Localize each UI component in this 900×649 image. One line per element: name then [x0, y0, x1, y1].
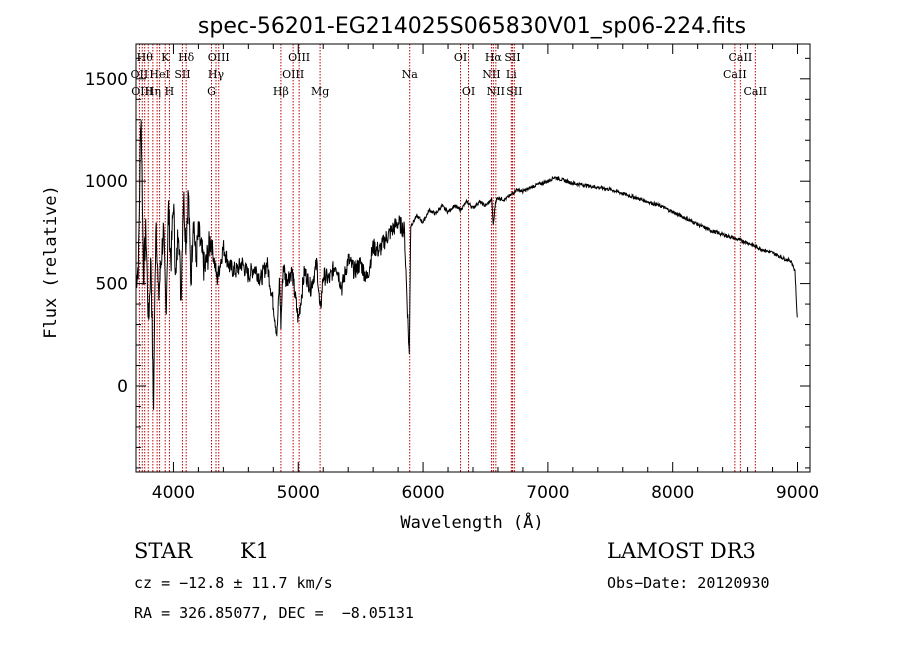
- x-tick-label: 6000: [401, 483, 444, 503]
- x-tick-label: 7000: [526, 483, 569, 503]
- line-label: SII: [506, 85, 522, 98]
- redshift-cz: cz = −12.8 ± 11.7 km/s: [134, 574, 333, 592]
- object-subclass: K1: [240, 539, 270, 563]
- line-label: CaII: [743, 85, 767, 98]
- line-label: OI: [454, 51, 467, 64]
- axis-ticks: 4000 5000 6000 7000 8000 9000 0 500 1000 1500: [85, 44, 819, 503]
- line-label: SII: [174, 68, 190, 81]
- line-label: Hη: [145, 85, 161, 98]
- line-label: OIII: [282, 68, 304, 81]
- line-label: OIII: [131, 85, 153, 98]
- spectrum-series: [135, 120, 798, 410]
- line-label: HeI: [149, 68, 169, 81]
- line-label: H: [165, 85, 175, 98]
- line-label: OI: [462, 85, 475, 98]
- y-tick-label: 1500: [85, 70, 128, 90]
- chart-title: spec-56201-EG214025S065830V01_sp06-224.f…: [198, 14, 746, 39]
- x-tick-label: 8000: [651, 483, 694, 503]
- line-label: NII: [487, 85, 505, 98]
- y-tick-label: 0: [117, 377, 128, 397]
- line-label: OIII: [288, 51, 310, 64]
- observation-date: Obs−Date: 20120930: [607, 574, 770, 592]
- spectral-line-labels: OII OIII Hθ Hη HeI K H SII Hδ G Hγ OIII Hβ OIII OIII Mg…: [131, 51, 768, 98]
- line-label: CaII: [729, 51, 753, 64]
- line-label: OIII: [208, 51, 230, 64]
- line-label: Mg: [311, 85, 329, 98]
- spectral-line-markers: [138, 44, 756, 472]
- line-label: K: [161, 51, 170, 64]
- line-label: CaII: [723, 68, 747, 81]
- line-label: Hγ: [208, 68, 225, 81]
- line-label: Hδ: [178, 51, 195, 64]
- line-label: Hα: [485, 51, 503, 64]
- line-label: G: [207, 85, 216, 98]
- y-tick-label: 500: [96, 275, 128, 295]
- x-tick-label: 9000: [776, 483, 819, 503]
- x-tick-label: 5000: [277, 483, 320, 503]
- line-label: Na: [402, 68, 419, 81]
- x-tick-label: 4000: [152, 483, 195, 503]
- line-label: NII: [482, 68, 500, 81]
- line-label: Li: [506, 68, 517, 81]
- y-tick-label: 1000: [85, 172, 128, 192]
- line-label: SII: [504, 51, 520, 64]
- plot-frame: [135, 43, 811, 473]
- line-label: Hθ: [137, 51, 154, 64]
- x-axis-label: Wavelength (Å): [400, 511, 543, 533]
- survey-name: LAMOST DR3: [607, 539, 756, 563]
- y-axis-label: Flux (relative): [41, 185, 61, 339]
- ra-dec: RA = 326.85077, DEC = −8.05131: [134, 604, 414, 622]
- line-label: OII: [131, 68, 149, 81]
- object-class: STAR: [134, 539, 193, 563]
- line-label: Hβ: [273, 85, 289, 98]
